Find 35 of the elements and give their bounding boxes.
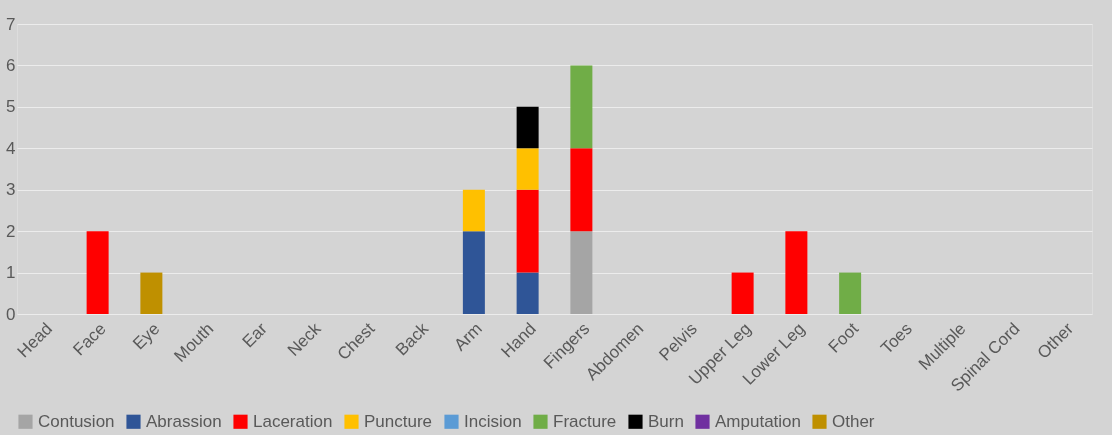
legend-label: Laceration xyxy=(253,411,333,431)
legend-label: Fracture xyxy=(553,411,617,431)
legend-label: Puncture xyxy=(364,411,433,431)
bar xyxy=(140,272,163,314)
x-tick-label: Arm xyxy=(450,319,486,355)
bar xyxy=(570,148,593,232)
bar xyxy=(731,272,754,314)
bar xyxy=(516,148,539,190)
y-tick-label: 7 xyxy=(6,14,16,34)
bar xyxy=(462,231,485,314)
x-tick-label: Toes xyxy=(877,319,916,358)
bar xyxy=(86,231,109,314)
legend-label: Other xyxy=(832,411,875,431)
y-tick-label: 5 xyxy=(6,97,16,117)
bar xyxy=(462,189,485,232)
bar xyxy=(570,231,593,314)
legend-label: Incision xyxy=(464,411,522,431)
bar xyxy=(516,189,539,273)
bar xyxy=(785,231,808,314)
x-tick-label: Eye xyxy=(129,319,164,354)
legend-label: Contusion xyxy=(38,411,115,431)
legend-label: Amputation xyxy=(715,411,801,431)
y-tick-label: 6 xyxy=(6,55,16,75)
bar xyxy=(516,106,539,149)
legend-label: Burn xyxy=(648,411,684,431)
y-tick-label: 1 xyxy=(6,263,16,283)
bar xyxy=(516,272,539,314)
y-tick-label: 2 xyxy=(6,221,16,241)
y-tick-label: 0 xyxy=(6,304,16,324)
y-tick-label: 3 xyxy=(6,180,16,200)
bar xyxy=(839,272,862,314)
y-tick-label: 4 xyxy=(6,138,16,158)
legend-label: Abrassion xyxy=(146,411,222,431)
x-tick-label: Ear xyxy=(238,318,272,352)
bar xyxy=(570,65,593,149)
